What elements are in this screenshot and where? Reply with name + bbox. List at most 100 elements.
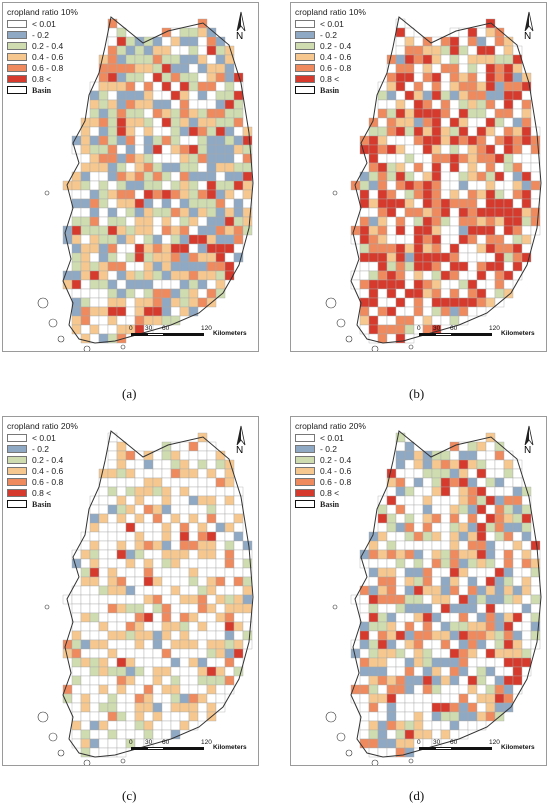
basin-cell <box>458 288 469 299</box>
basin-cell <box>395 63 406 74</box>
basin-cell <box>422 684 433 695</box>
basin-cell <box>476 486 487 497</box>
basin-cell <box>170 63 181 74</box>
basin-cell <box>116 450 127 461</box>
basin-cell <box>458 153 469 164</box>
basin-cell <box>206 126 217 137</box>
basin-cell <box>494 252 505 263</box>
basin-cell <box>233 162 244 173</box>
basin-cell <box>98 585 109 596</box>
basin-cell <box>494 72 505 83</box>
basin-cell <box>449 513 460 524</box>
basin-cell <box>152 522 163 533</box>
basin-cell <box>89 666 100 677</box>
basin-cell <box>80 648 91 659</box>
basin-cell <box>521 198 532 209</box>
basin-cell <box>233 99 244 110</box>
basin-cell <box>143 90 154 101</box>
basin-cell <box>350 639 361 650</box>
basin-cell <box>395 486 406 497</box>
basin-cell <box>134 459 145 470</box>
basin-cell <box>413 270 424 281</box>
basin-cell <box>80 315 91 326</box>
basin-cell <box>458 486 469 497</box>
basin-cell <box>179 162 190 173</box>
basin-cell <box>143 306 154 317</box>
basin-cell <box>458 639 469 650</box>
basin-cell <box>359 270 370 281</box>
basin-cell <box>431 99 442 110</box>
basin-cell <box>215 495 226 506</box>
basin-cell <box>503 612 514 623</box>
basin-cell <box>179 36 190 47</box>
basin-cell <box>107 117 118 128</box>
basin-cell <box>431 594 442 605</box>
basin-cell <box>143 486 154 497</box>
basin-cell <box>170 522 181 533</box>
basin-cell <box>494 90 505 101</box>
basin-cell <box>530 630 541 641</box>
basin-cell <box>431 162 442 173</box>
basin-cell <box>395 198 406 209</box>
basin-cell <box>80 324 91 335</box>
basin-cell <box>512 117 523 128</box>
basin-cell <box>152 729 163 740</box>
basin-cell <box>440 675 451 686</box>
basin-cell <box>422 675 433 686</box>
basin-cell <box>80 702 91 713</box>
basin-cell <box>215 72 226 83</box>
basin-cell <box>134 261 145 272</box>
legend-label: 0.2 - 0.4 <box>320 455 352 465</box>
basin-cell <box>170 153 181 164</box>
basin-cell <box>458 477 469 488</box>
basin-cell <box>395 135 406 146</box>
basin-cell <box>125 207 136 218</box>
island <box>408 344 414 350</box>
basin-cell <box>467 666 478 677</box>
basin-cell <box>458 531 469 542</box>
basin-cell <box>152 495 163 506</box>
basin-cell <box>134 288 145 299</box>
basin-cell <box>170 612 181 623</box>
basin-cell <box>71 234 82 245</box>
basin-cell <box>458 711 469 722</box>
basin-cell <box>404 180 415 191</box>
basin-cell <box>476 558 487 569</box>
basin-cell <box>440 603 451 614</box>
basin-cell <box>215 477 226 488</box>
basin-cell <box>368 567 379 578</box>
basin-cell <box>422 234 433 245</box>
basin-cell <box>404 504 415 515</box>
basin-cell <box>512 549 523 560</box>
basin-cell <box>494 630 505 641</box>
basin-cell <box>224 72 235 83</box>
basin-cell <box>431 477 442 488</box>
basin-cell <box>188 549 199 560</box>
basin-cell <box>134 693 145 704</box>
basin-cell <box>521 531 532 542</box>
basin-cell <box>89 171 100 182</box>
basin-cell <box>224 648 235 659</box>
basin-cell <box>503 108 514 119</box>
basin-cell <box>170 99 181 110</box>
basin-cell <box>233 144 244 155</box>
basin-cell <box>188 99 199 110</box>
basin-cell <box>134 171 145 182</box>
basin-cell <box>458 540 469 551</box>
basin-cell <box>413 180 424 191</box>
basin-cell <box>215 459 226 470</box>
basin-cell <box>395 711 406 722</box>
basin-cell <box>170 666 181 677</box>
basin-cell <box>215 162 226 173</box>
legend-item: 0.8 < <box>295 488 366 498</box>
legend-item: 0.4 - 0.6 <box>295 466 366 476</box>
basin-cell <box>431 216 442 227</box>
basin-cell <box>161 603 172 614</box>
basin-cell <box>179 522 190 533</box>
basin-cell <box>233 243 244 254</box>
basin-cell <box>125 135 136 146</box>
basin-cell <box>161 702 172 713</box>
basin-cell <box>188 495 199 506</box>
basin-cell <box>170 603 181 614</box>
basin-cell <box>215 54 226 65</box>
